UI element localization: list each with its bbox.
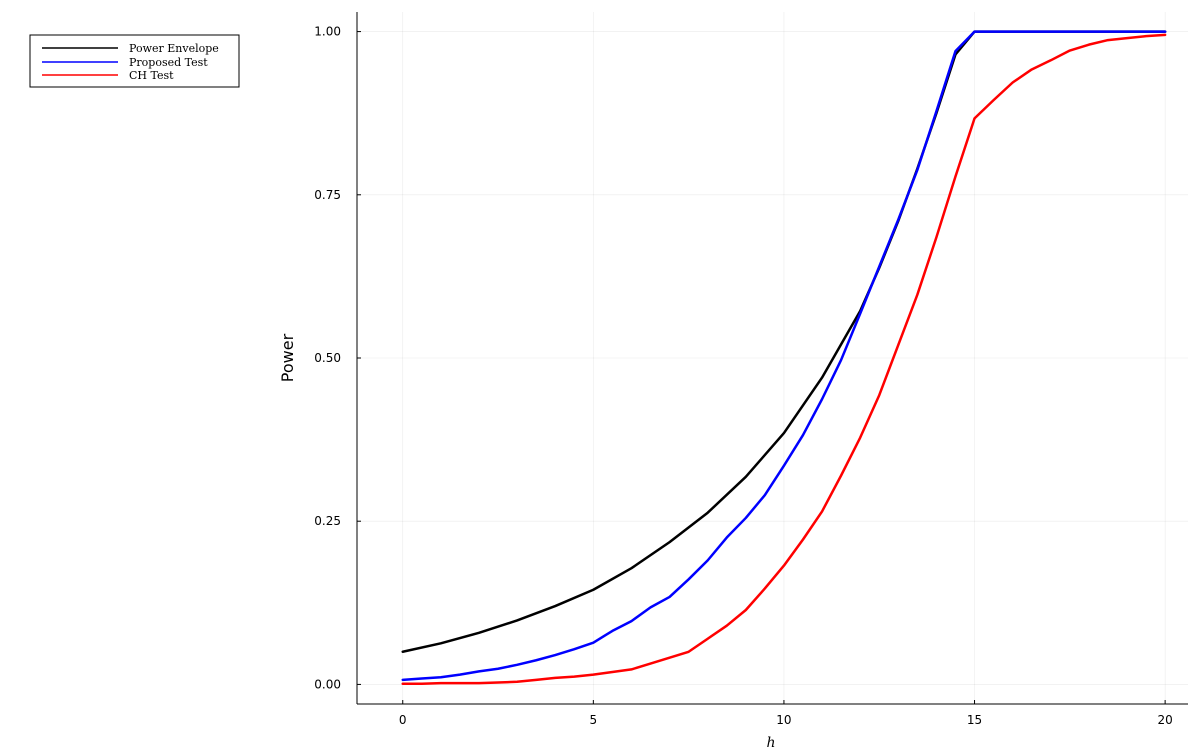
x-tick-label: 5 (590, 713, 598, 727)
y-tick-label: 0.75 (314, 188, 341, 202)
x-tick-label: 0 (399, 713, 407, 727)
series-line-ch-test (401, 33, 1167, 686)
legend-label-proposed-test: Proposed Test (129, 56, 208, 69)
y-axis-title: Power (278, 333, 297, 382)
legend: Power Envelope Proposed Test CH Test (29, 34, 240, 88)
x-tick-label: 15 (967, 713, 982, 727)
series-group (401, 30, 1167, 686)
y-tick-label: 0.25 (314, 514, 341, 528)
legend-box (29, 34, 240, 88)
x-tick-label: 10 (776, 713, 791, 727)
y-tick-label: 0.00 (314, 677, 341, 691)
legend-label-ch-test: CH Test (129, 69, 174, 82)
axes (356, 12, 1188, 705)
y-tick-label: 0.50 (314, 351, 341, 365)
tick-labels: 0 5 10 15 20 0.00 0.25 0.50 0.75 1.00 (314, 25, 1172, 727)
x-tick-label: 20 (1157, 713, 1172, 727)
legend-label-power-envelope: Power Envelope (129, 42, 219, 55)
series-line-proposed-test (401, 30, 1167, 682)
y-tick-label: 1.00 (314, 25, 341, 39)
x-axis-title: h (766, 735, 775, 750)
